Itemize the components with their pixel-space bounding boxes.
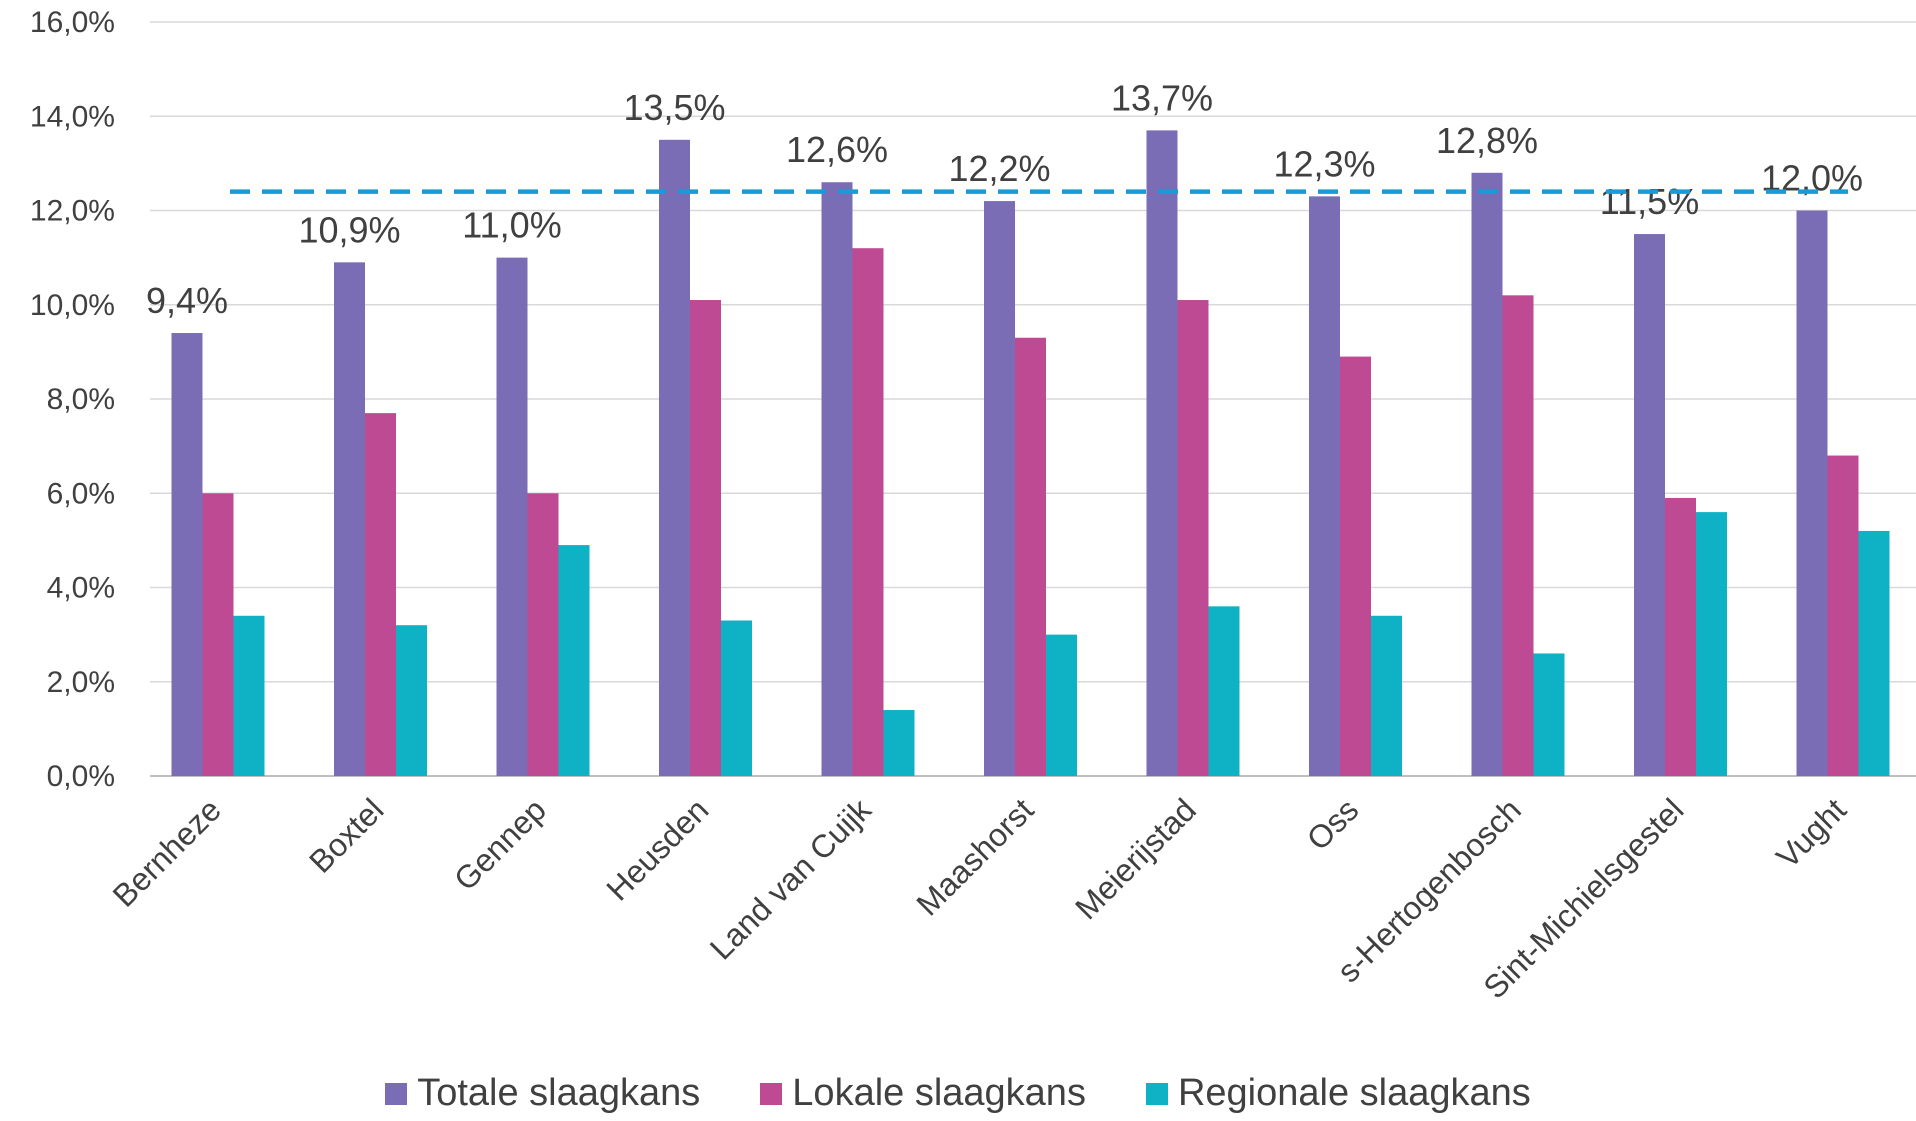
data-labels: 9,4% 10,9% 11,0% 13,5% 12,6% 12,2% 13,7% 12,3% 1… [146, 77, 1863, 321]
bar-local [1827, 455, 1859, 776]
bar-total [984, 201, 1015, 776]
bar-regional [396, 625, 427, 776]
data-label: 12,2% [948, 148, 1050, 189]
bar-regional [1858, 530, 1890, 776]
bar-local [1015, 337, 1046, 776]
bar-regional [1533, 653, 1565, 776]
bar-total [334, 262, 365, 776]
legend: Totale slaagkans Lokale slaagkans Region… [0, 1072, 1916, 1115]
y-tick-label: 4,0% [47, 572, 115, 605]
data-label: 12,3% [1273, 143, 1375, 184]
data-label: 10,9% [298, 209, 400, 250]
bar-local [527, 493, 559, 776]
legend-label-lokale: Lokale slaagkans [792, 1072, 1086, 1114]
x-category-label: Maashorst [909, 791, 1040, 922]
y-tick-label: 8,0% [47, 383, 115, 416]
y-tick-label: 2,0% [47, 666, 115, 699]
bar-chart: 0,0% 2,0% 4,0% 6,0% 8,0% 10,0% 12,0% 14,0% 16,0%… [30, 6, 1916, 1006]
bar-regional [558, 545, 590, 776]
bar-regional [233, 615, 265, 776]
bar-regional [1046, 634, 1077, 776]
x-category-label: Meierijstad [1068, 791, 1203, 926]
bar-regional [721, 620, 752, 776]
data-label: 11,5% [1600, 181, 1699, 222]
bar-total [171, 333, 203, 776]
y-axis-ticks: 0,0% 2,0% 4,0% 6,0% 8,0% 10,0% 12,0% 14,0% 16,0% [30, 6, 115, 793]
bar-regional [1208, 606, 1240, 776]
legend-item-lokale: Lokale slaagkans [760, 1072, 1086, 1115]
legend-swatch-lokale [760, 1082, 783, 1105]
data-label: 11,0% [462, 205, 561, 246]
bar-local [852, 248, 884, 776]
y-tick-label: 10,0% [30, 289, 115, 322]
bar-total [659, 139, 690, 776]
data-label: 12,8% [1436, 120, 1538, 161]
bar-local [365, 413, 396, 776]
y-tick-label: 16,0% [30, 6, 115, 39]
bars [171, 130, 1890, 777]
x-category-label: Boxtel [302, 791, 390, 879]
bar-total [496, 257, 528, 776]
data-label: 12,6% [786, 129, 888, 170]
y-tick-label: 6,0% [47, 477, 115, 510]
bar-local [690, 300, 721, 776]
legend-label-regionale: Regionale slaagkans [1177, 1072, 1531, 1114]
x-category-label: Oss [1300, 791, 1366, 857]
bar-local [1665, 497, 1696, 776]
bar-local [1340, 356, 1371, 776]
y-tick-label: 0,0% [47, 760, 115, 793]
bar-regional [883, 710, 915, 776]
bar-local [1177, 300, 1209, 776]
bar-local [202, 493, 234, 776]
bar-regional [1371, 615, 1402, 776]
data-label: 13,7% [1111, 77, 1213, 118]
data-label: 13,5% [623, 87, 725, 128]
x-category-label: Vught [1769, 791, 1853, 875]
bar-total [1471, 172, 1503, 777]
x-category-label: Bernheze [106, 791, 228, 913]
x-category-label: Heusden [599, 791, 715, 907]
legend-swatch-totale [385, 1082, 408, 1105]
bar-total [821, 182, 853, 777]
x-category-label: Land van Cuijk [703, 791, 879, 967]
x-category-label: Gennep [447, 791, 553, 897]
bar-total [1309, 196, 1340, 777]
legend-item-regionale: Regionale slaagkans [1145, 1072, 1531, 1115]
bar-total [1634, 234, 1665, 776]
legend-item-totale: Totale slaagkans [385, 1072, 700, 1115]
y-tick-label: 14,0% [30, 100, 115, 133]
bar-local [1502, 295, 1534, 776]
bar-total [1146, 130, 1178, 776]
bar-regional [1696, 512, 1727, 776]
legend-label-totale: Totale slaagkans [417, 1072, 701, 1114]
legend-swatch-regionale [1145, 1082, 1168, 1105]
data-label: 9,4% [146, 280, 228, 321]
y-tick-label: 12,0% [30, 195, 115, 228]
bar-total [1796, 210, 1828, 776]
